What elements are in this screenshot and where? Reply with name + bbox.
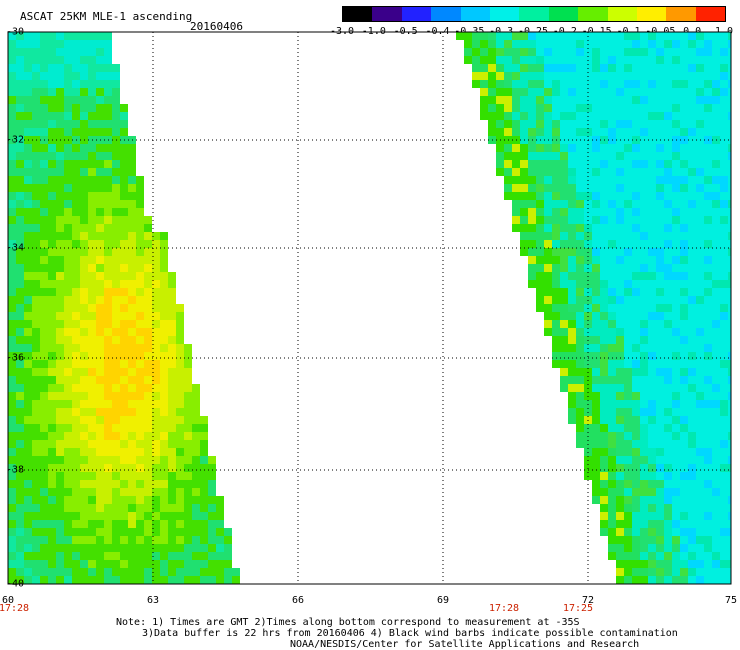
colorbar [342, 6, 726, 22]
colorbar-swatch [666, 7, 696, 21]
colorbar-swatch [548, 7, 579, 21]
time-label: 17:28 [488, 603, 520, 614]
plot-frame [7, 31, 732, 585]
y-tick-label: -40 [6, 578, 25, 590]
colorbar-swatch [343, 7, 373, 21]
map-title: ASCAT 25KM MLE-1 ascending [20, 10, 193, 23]
y-tick-label: -38 [6, 464, 25, 476]
x-tick-label: 66 [291, 595, 305, 606]
x-tick-label: 60 [1, 595, 15, 606]
colorbar-swatch [401, 7, 432, 21]
time-label: 17:28 [0, 603, 30, 614]
note-line-3: NOAA/NESDIS/Center for Satellite Applica… [290, 639, 640, 650]
y-tick-label: -32 [6, 134, 25, 146]
x-tick-label: 75 [724, 595, 738, 606]
note-line-1: Note: 1) Times are GMT 2)Times along bot… [116, 617, 580, 628]
colorbar-swatch [519, 7, 549, 21]
graticule [8, 32, 731, 584]
colorbar-swatch [460, 7, 490, 21]
x-tick-label: 69 [436, 595, 450, 606]
y-tick-label: -36 [6, 352, 25, 364]
y-tick-label: -34 [6, 242, 25, 254]
colorbar-swatch [372, 7, 402, 21]
colorbar-swatch [636, 7, 667, 21]
colorbar-swatch [695, 7, 726, 21]
colorbar-swatch [489, 7, 520, 21]
y-tick-label: -30 [6, 26, 25, 38]
x-tick-label: 63 [146, 595, 160, 606]
note-line-2: 3)Data buffer is 22 hrs from 20160406 4)… [142, 628, 678, 639]
scatterometer-cells [8, 32, 731, 584]
colorbar-swatch [607, 7, 637, 21]
x-tick-label: 72 [581, 595, 595, 606]
colorbar-swatch [578, 7, 608, 21]
map-date: 20160406 [190, 20, 243, 33]
colorbar-swatch [431, 7, 461, 21]
time-label: 17:25 [562, 603, 594, 614]
